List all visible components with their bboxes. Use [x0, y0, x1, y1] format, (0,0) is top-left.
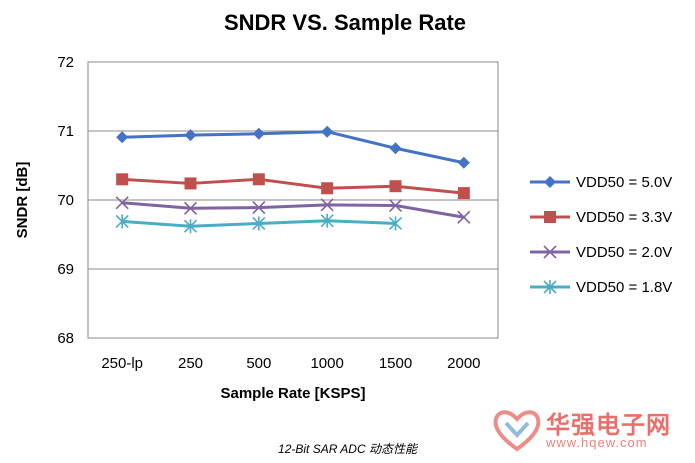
legend-marker — [544, 211, 556, 223]
y-axis-ticks: 68 69 70 71 72 — [57, 54, 74, 347]
legend-label: VDD50 = 2.0V — [576, 244, 672, 261]
x-tick-label: 500 — [246, 355, 271, 372]
legend-label: VDD50 = 5.0V — [576, 174, 672, 191]
data-point — [388, 198, 403, 213]
data-point — [115, 214, 129, 229]
x-axis-ticks: 250-lp 250 500 1000 1500 2000 — [101, 355, 480, 372]
series-line — [122, 201, 465, 219]
legend-marker — [543, 280, 557, 294]
x-tick-label: 1000 — [310, 355, 343, 372]
watermark-heart-icon — [493, 410, 541, 452]
data-point — [115, 196, 129, 210]
data-point — [320, 198, 334, 212]
data-point — [183, 219, 198, 234]
legend-item: VDD50 = 3.3V — [530, 209, 672, 226]
legend-marker — [543, 245, 557, 259]
legend: VDD50 = 5.0V VDD50 = 3.3V VDD50 = 2.0V VDD5… — [530, 174, 672, 296]
y-tick-label: 70 — [57, 192, 74, 209]
data-point — [252, 201, 266, 215]
x-tick-label: 2000 — [447, 355, 480, 372]
series-3 — [115, 196, 471, 224]
legend-marker — [544, 176, 556, 188]
data-point — [457, 156, 470, 169]
x-tick-label: 250 — [178, 355, 203, 372]
y-tick-label: 69 — [57, 261, 74, 278]
data-point — [320, 213, 334, 228]
y-axis-label: SNDR [dB] — [14, 162, 31, 239]
x-tick-label: 1500 — [379, 355, 412, 372]
data-point — [116, 131, 129, 144]
data-point — [457, 187, 470, 200]
x-tick-label: 250-lp — [101, 355, 143, 372]
y-tick-label: 72 — [57, 54, 74, 71]
data-point — [389, 180, 402, 193]
gridlines — [88, 130, 498, 270]
y-tick-label: 68 — [57, 330, 74, 347]
chart-title: SNDR VS. Sample Rate — [224, 10, 466, 35]
legend-item: VDD50 = 5.0V — [530, 174, 672, 191]
legend-item: VDD50 = 2.0V — [530, 244, 672, 261]
data-point — [321, 125, 334, 138]
watermark-logo: 华强电子网 www.hqew.com — [490, 405, 690, 455]
data-point — [321, 182, 334, 195]
data-point — [116, 173, 129, 186]
data-point — [183, 201, 198, 215]
series-1 — [116, 125, 470, 169]
watermark-name: 华强电子网 — [546, 412, 671, 439]
data-point — [389, 142, 402, 155]
x-axis-label: Sample Rate [KSPS] — [220, 385, 365, 402]
data-point — [184, 177, 197, 190]
data-point — [252, 127, 265, 140]
series-2 — [116, 173, 470, 200]
series-line — [122, 177, 464, 195]
data-point — [252, 173, 265, 186]
data-point — [252, 216, 266, 231]
legend-label: VDD50 = 3.3V — [576, 209, 672, 226]
data-point — [457, 210, 471, 224]
figure-caption: 12-Bit SAR ADC 动态性能 — [278, 442, 417, 456]
series-4 — [115, 213, 403, 234]
series-line — [122, 130, 465, 165]
watermark-url: www.hqew.com — [546, 435, 648, 450]
y-tick-label: 71 — [57, 123, 74, 140]
data-point — [184, 129, 197, 142]
legend-label: VDD50 = 1.8V — [576, 279, 672, 296]
data-point — [388, 216, 403, 231]
legend-item: VDD50 = 1.8V — [530, 279, 672, 296]
series-group — [115, 125, 471, 234]
